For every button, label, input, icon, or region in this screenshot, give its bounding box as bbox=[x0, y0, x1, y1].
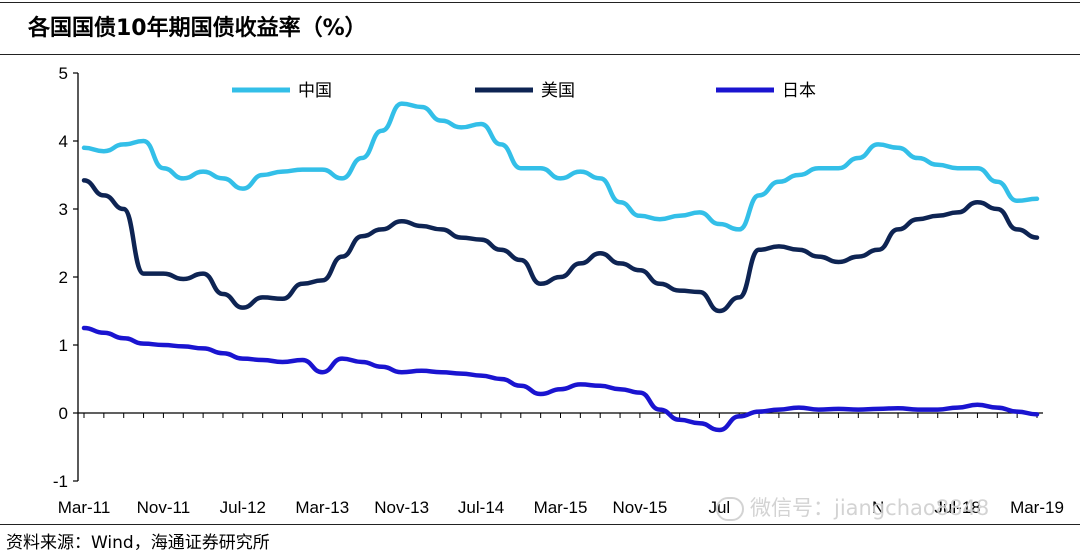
bottom-rule bbox=[0, 524, 1080, 525]
y-tick-label: 4 bbox=[59, 132, 68, 151]
x-tick-label: Nov-13 bbox=[374, 498, 429, 517]
y-tick-label: 3 bbox=[59, 200, 68, 219]
x-tick-label: Mar-13 bbox=[295, 498, 349, 517]
y-tick-label: 0 bbox=[59, 404, 68, 423]
x-tick-label: Jul-12 bbox=[220, 498, 266, 517]
wechat-icon bbox=[716, 497, 744, 521]
y-tick-label: 1 bbox=[59, 336, 68, 355]
chart-legend: 中国 美国 日本 bbox=[232, 81, 816, 101]
source-note: 资料来源：Wind，海通证券研究所 bbox=[6, 533, 270, 553]
chart-title: 各国国债10年期国债收益率（%） bbox=[28, 16, 367, 41]
x-tick-label: Mar-11 bbox=[58, 498, 111, 517]
watermark: 微信号：jiangchao8848 bbox=[716, 492, 989, 522]
x-tick-label: Nov-15 bbox=[613, 498, 668, 517]
line-chart: -1 0 1 2 3 4 5 Mar-11 Nov-11 Jul-12 Mar-13 Nov-13 Ju… bbox=[53, 64, 1064, 517]
title-rule bbox=[0, 54, 1080, 55]
series-line-1 bbox=[81, 178, 1040, 314]
series-line-0 bbox=[81, 101, 1040, 232]
legend-label-1: 美国 bbox=[541, 81, 575, 101]
y-tick-label: -1 bbox=[53, 472, 68, 491]
y-tick-label: 5 bbox=[59, 64, 68, 83]
series-layer bbox=[81, 101, 1040, 433]
x-tick-label: Mar-15 bbox=[534, 498, 588, 517]
x-tick-label: Nov-11 bbox=[137, 498, 191, 517]
series-line-2 bbox=[81, 325, 1040, 433]
x-tick-label: Jul-14 bbox=[458, 498, 504, 517]
legend-label-0: 中国 bbox=[298, 81, 332, 101]
x-tick-label: Mar-19 bbox=[1010, 498, 1064, 517]
y-tick-label: 2 bbox=[59, 268, 68, 287]
chart-axes: -1 0 1 2 3 4 5 Mar-11 Nov-11 Jul-12 Mar-13 Nov-13 Ju… bbox=[53, 64, 1064, 517]
top-rule bbox=[0, 2, 1080, 3]
x-tick-label: Jul-18 bbox=[934, 498, 980, 517]
legend-label-2: 日本 bbox=[782, 81, 816, 101]
x-tick-label: N bbox=[872, 498, 884, 517]
